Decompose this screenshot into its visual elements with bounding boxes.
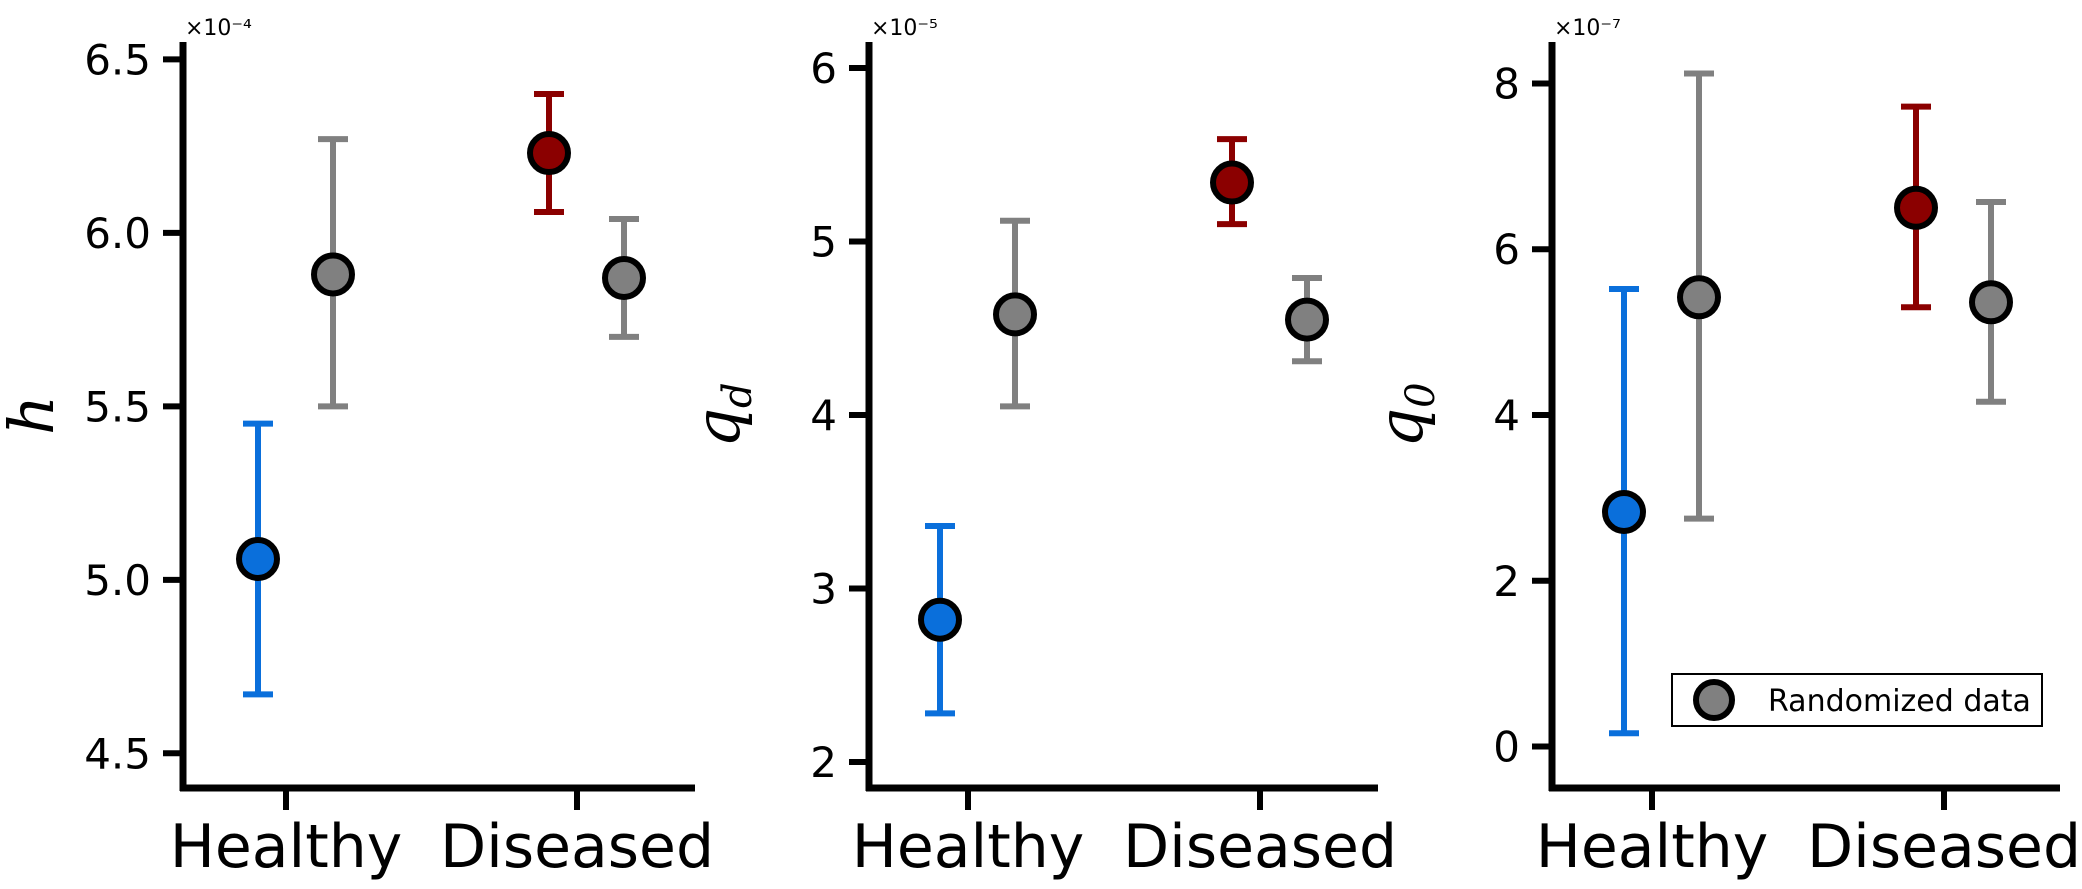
y-tick-label: 8 — [1493, 59, 1520, 108]
y-tick-label: 3 — [810, 564, 837, 613]
legend-label: Randomized data — [1768, 684, 2031, 719]
x-tick-label-healthy: Healthy — [852, 812, 1085, 882]
marker — [1677, 275, 1721, 320]
panel-3: 0 2 4 6 8 ×10⁻⁷ q0 Healthy Diseased — [1364, 16, 2081, 882]
y-tick-label: 4 — [810, 391, 837, 440]
legend: Randomized data — [1671, 673, 2043, 727]
marker — [918, 597, 962, 642]
y-tick-label: 4.5 — [84, 729, 151, 778]
marker — [993, 292, 1037, 337]
data-point-randomized-diseased — [602, 215, 646, 340]
y-axis-label: q0 — [1364, 382, 1444, 447]
y-axis-label: h — [0, 395, 68, 435]
y-tick-label: 6 — [810, 44, 837, 93]
data-point-observed-diseased — [1894, 103, 1938, 311]
data-point-randomized-healthy — [993, 217, 1037, 410]
axis-multiplier: ×10⁻⁵ — [871, 16, 938, 41]
marker — [1969, 280, 2013, 325]
data-point-randomized-diseased — [1285, 274, 1329, 365]
data-point-observed-healthy — [1602, 286, 1646, 737]
y-tick-label: 0 — [1493, 723, 1520, 772]
data-point-randomized-healthy — [311, 136, 355, 410]
data-point-randomized-healthy — [1677, 70, 1721, 522]
marker — [1210, 160, 1254, 205]
marker — [527, 131, 571, 176]
marker — [236, 536, 280, 581]
axis-multiplier: ×10⁻⁴ — [185, 16, 252, 41]
x-tick-label-diseased: Diseased — [1123, 812, 1397, 882]
data-point-observed-diseased — [1210, 136, 1254, 228]
y-tick-label: 2 — [810, 738, 837, 787]
marker — [1602, 489, 1646, 534]
data-point-observed-healthy — [918, 523, 962, 717]
x-tick-label-healthy: Healthy — [1536, 812, 1769, 882]
y-tick-label: 5.5 — [84, 382, 151, 431]
y-tick-label: 6 — [1493, 225, 1520, 274]
data-point-observed-diseased — [527, 91, 571, 216]
y-tick-label: 6.0 — [84, 209, 151, 258]
y-tick-label: 2 — [1493, 557, 1520, 606]
x-tick-label-diseased: Diseased — [440, 812, 714, 882]
y-tick-label: 5 — [810, 218, 837, 267]
y-tick-label: 4 — [1493, 391, 1520, 440]
y-tick-label: 6.5 — [84, 35, 151, 84]
panel-1: 4.5 5.0 5.5 6.0 6.5 ×10⁻⁴ h Healthy Diseased — [0, 16, 714, 882]
marker — [602, 255, 646, 300]
x-tick-label-healthy: Healthy — [170, 812, 403, 882]
y-axis-label: qd — [681, 382, 761, 447]
legend-marker — [1693, 679, 1735, 721]
x-tick-label-diseased: Diseased — [1807, 812, 2081, 882]
data-point-randomized-diseased — [1969, 198, 2013, 405]
marker — [1285, 297, 1329, 342]
data-point-observed-healthy — [236, 420, 280, 698]
panel-2: 2 3 4 5 6 ×10⁻⁵ qd Healthy Diseased — [681, 16, 1397, 882]
marker — [1894, 185, 1938, 230]
y-tick-label: 5.0 — [84, 556, 151, 605]
marker — [311, 252, 355, 297]
axis-multiplier: ×10⁻⁷ — [1554, 16, 1621, 41]
